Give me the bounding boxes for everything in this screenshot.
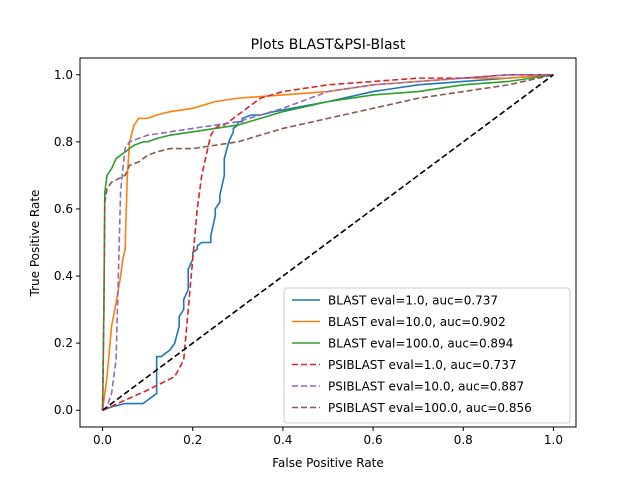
y-tick-label: 0.2 (54, 336, 73, 350)
legend-label-3: BLAST eval=100.0, auc=0.894 (328, 337, 513, 351)
reference-diagonal-line (102, 74, 554, 411)
x-tick-label: 0.2 (183, 433, 202, 447)
plot-lines (101, 73, 554, 411)
y-tick-label: 0.8 (54, 135, 73, 149)
y-tick-label: 0.6 (54, 202, 73, 216)
y-axis-label: True Positive Rate (28, 190, 42, 298)
y-tick-label: 1.0 (54, 68, 73, 82)
legend-label-2: BLAST eval=10.0, auc=0.902 (328, 315, 506, 329)
series-line-4 (102, 73, 554, 411)
axes: 0.0 0.2 0.4 0.6 0.8 1.0 0.0 0.2 0.4 0.6 0.8 1.0 (54, 57, 577, 447)
legend-label-6: PSIBLAST eval=100.0, auc=0.856 (328, 401, 532, 415)
x-tick-label: 0.6 (364, 433, 383, 447)
legend-box (283, 287, 571, 424)
y-tick-label: 0.4 (54, 269, 73, 283)
x-axis-label: False Positive Rate (272, 456, 384, 470)
legend-label-4: PSIBLAST eval=1.0, auc=0.737 (328, 358, 516, 372)
series-line-6 (101, 73, 554, 411)
x-tick-label: 1.0 (544, 433, 563, 447)
legend-label-5: PSIBLAST eval=10.0, auc=0.887 (328, 380, 524, 394)
series-line-5 (102, 73, 554, 411)
legend-label-1: BLAST eval=1.0, auc=0.737 (328, 294, 498, 308)
x-tick-label: 0.0 (93, 433, 112, 447)
x-tick-label: 0.4 (273, 433, 292, 447)
y-tick-label: 0.0 (54, 403, 73, 417)
x-tick-label: 0.8 (454, 433, 473, 447)
plot-frame (79, 57, 577, 428)
series-line-3 (101, 73, 554, 411)
chart-title: Plots BLAST&PSI-Blast (251, 37, 406, 53)
legend: BLAST eval=1.0, auc=0.737 BLAST eval=10.0… (283, 287, 571, 424)
